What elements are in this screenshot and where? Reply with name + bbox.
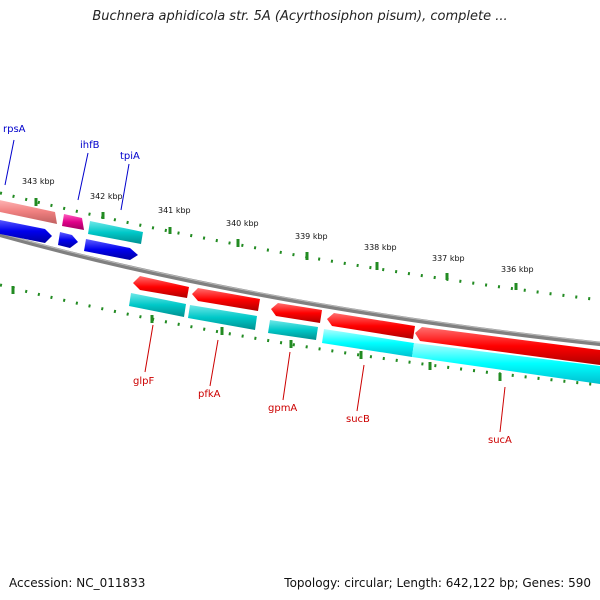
gene-label-gpmA: gpmA <box>268 403 297 414</box>
gene-block-cyan-tpiA <box>88 221 143 244</box>
gene-block-cyan-glpF <box>129 293 186 317</box>
gene-block-cyan-pfkA <box>188 305 257 330</box>
gene-block-cyan-gpmA <box>268 320 318 340</box>
tick-label: 342 kbp <box>90 192 123 201</box>
tick-label: 341 kbp <box>158 206 191 215</box>
accession-text: Accession: NC_011833 <box>9 576 146 590</box>
genome-backbone <box>0 232 600 347</box>
gene-label-tpiA: tpiA <box>120 151 140 162</box>
gene-arrow-sucA <box>415 327 600 365</box>
bottom-leader-lines <box>144 324 506 433</box>
tick-label: 338 kbp <box>364 243 397 252</box>
gene-label-glpF: glpF <box>133 376 154 387</box>
gene-label-sucB: sucB <box>346 414 370 425</box>
outer-major-ticks <box>34 198 518 290</box>
tick-label: 339 kbp <box>295 232 328 241</box>
gene-block-blue-tpiA <box>84 239 138 260</box>
top-leader-lines <box>4 139 130 211</box>
outer-tick-ruler <box>0 191 600 302</box>
backbone-highlight <box>0 232 600 343</box>
gene-block-blue-small <box>58 232 78 248</box>
gene-label-ihfB: ihfB <box>80 140 100 151</box>
gene-block-cyan-sucB <box>322 329 414 357</box>
gene-arrow-glpF <box>133 276 189 298</box>
gene-arrow-sucB <box>327 313 415 339</box>
tick-label: 343 kbp <box>22 177 55 186</box>
gene-label-pfkA: pfkA <box>198 389 221 400</box>
gene-arrow-gpmA <box>271 303 322 323</box>
tick-label: 336 kbp <box>501 265 534 274</box>
gene-block-pink <box>0 200 57 224</box>
tick-label: 337 kbp <box>432 254 465 263</box>
topology-text: Topology: circular; Length: 642,122 bp; … <box>284 576 591 590</box>
gene-label-rpsA: rpsA <box>3 124 26 135</box>
gene-label-sucA: sucA <box>488 435 512 446</box>
map-title: Buchnera aphidicola str. 5A (Acyrthosiph… <box>92 9 508 24</box>
gene-arrow-pfkA <box>192 288 260 311</box>
gene-block-magenta <box>62 214 84 230</box>
gene-block-blue <box>0 220 52 243</box>
inner-major-ticks <box>11 286 502 381</box>
tick-label: 340 kbp <box>226 219 259 228</box>
gene-block-cyan-sucA <box>412 343 600 384</box>
